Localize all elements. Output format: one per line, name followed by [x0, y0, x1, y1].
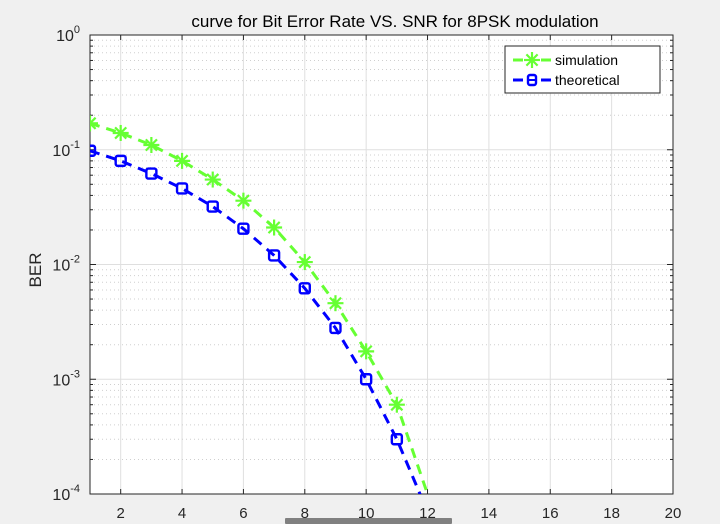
simulation-line — [90, 121, 429, 494]
legend-label: simulation — [555, 52, 618, 68]
theoretical-marker — [175, 182, 189, 195]
simulation-marker — [266, 219, 283, 236]
x-tick-label: 10 — [358, 505, 375, 522]
marker-stroke — [114, 126, 128, 140]
theoretical-marker — [298, 282, 311, 295]
simulation-marker — [90, 115, 98, 132]
theoretical-marker — [237, 222, 250, 235]
marker-stroke — [206, 173, 220, 186]
y-tick-label: 10-1 — [52, 139, 80, 160]
simulation-marker — [296, 254, 313, 271]
series-layer — [90, 115, 429, 494]
marker-stroke — [90, 116, 97, 125]
theoretical-marker — [206, 200, 219, 213]
y-tick-label: 10-3 — [52, 368, 80, 389]
marker-stroke — [329, 296, 342, 310]
legend-label: theoretical — [555, 72, 620, 88]
simulation-marker — [388, 396, 405, 413]
theoretical-marker — [359, 373, 373, 386]
y-axis-label: BER — [26, 253, 45, 288]
simulation-marker — [112, 124, 129, 141]
marker-stroke — [144, 138, 158, 152]
series-theoretical — [90, 144, 422, 494]
axes-box — [89, 34, 674, 495]
x-tick-label: 6 — [239, 505, 247, 522]
theoretical-marker — [145, 167, 158, 180]
simulation-marker — [143, 137, 160, 154]
x-tick-label: 20 — [665, 505, 682, 522]
simulation-marker — [174, 152, 191, 169]
marker-stroke — [390, 398, 404, 412]
x-tick-label: 18 — [603, 505, 620, 522]
x-tick-label: 16 — [542, 505, 559, 522]
theoretical-marker — [390, 433, 404, 446]
marker-stroke — [298, 255, 312, 269]
simulation-marker — [327, 295, 344, 312]
y-tick-label: 10-4 — [52, 483, 80, 504]
theoretical-marker — [267, 249, 281, 262]
chart-title: curve for Bit Error Rate VS. SNR for 8PS… — [191, 12, 598, 31]
y-tick-label: 100 — [56, 24, 80, 45]
marker-stroke — [90, 121, 97, 130]
marker-stroke — [267, 221, 281, 234]
series-simulation — [90, 115, 429, 494]
theoretical-marker — [90, 144, 97, 157]
x-tick-label: 12 — [419, 505, 436, 522]
simulation-marker — [204, 171, 221, 188]
marker-stroke — [359, 344, 373, 358]
marker-stroke — [525, 53, 539, 67]
x-tick-label: 8 — [301, 505, 309, 522]
marker-stroke — [175, 154, 189, 168]
x-tick-label: 14 — [481, 505, 498, 522]
legend[interactable]: simulation theoretical — [504, 45, 661, 94]
marker-stroke — [237, 194, 250, 208]
simulation-marker — [235, 192, 252, 209]
simulation-marker — [358, 343, 375, 360]
x-tick-label: 4 — [178, 505, 186, 522]
tick-labels: 2 4 6 8 10 12 14 16 18 20 100 10-1 10-2 10-3 10-4 — [52, 24, 681, 522]
y-tick-label: 10-2 — [52, 254, 80, 275]
legend-marker — [524, 52, 540, 68]
x-tick-label: 2 — [117, 505, 125, 522]
theoretical-marker — [114, 154, 127, 168]
horizontal-scrollbar[interactable] — [285, 518, 452, 524]
theoretical-marker — [329, 321, 342, 335]
